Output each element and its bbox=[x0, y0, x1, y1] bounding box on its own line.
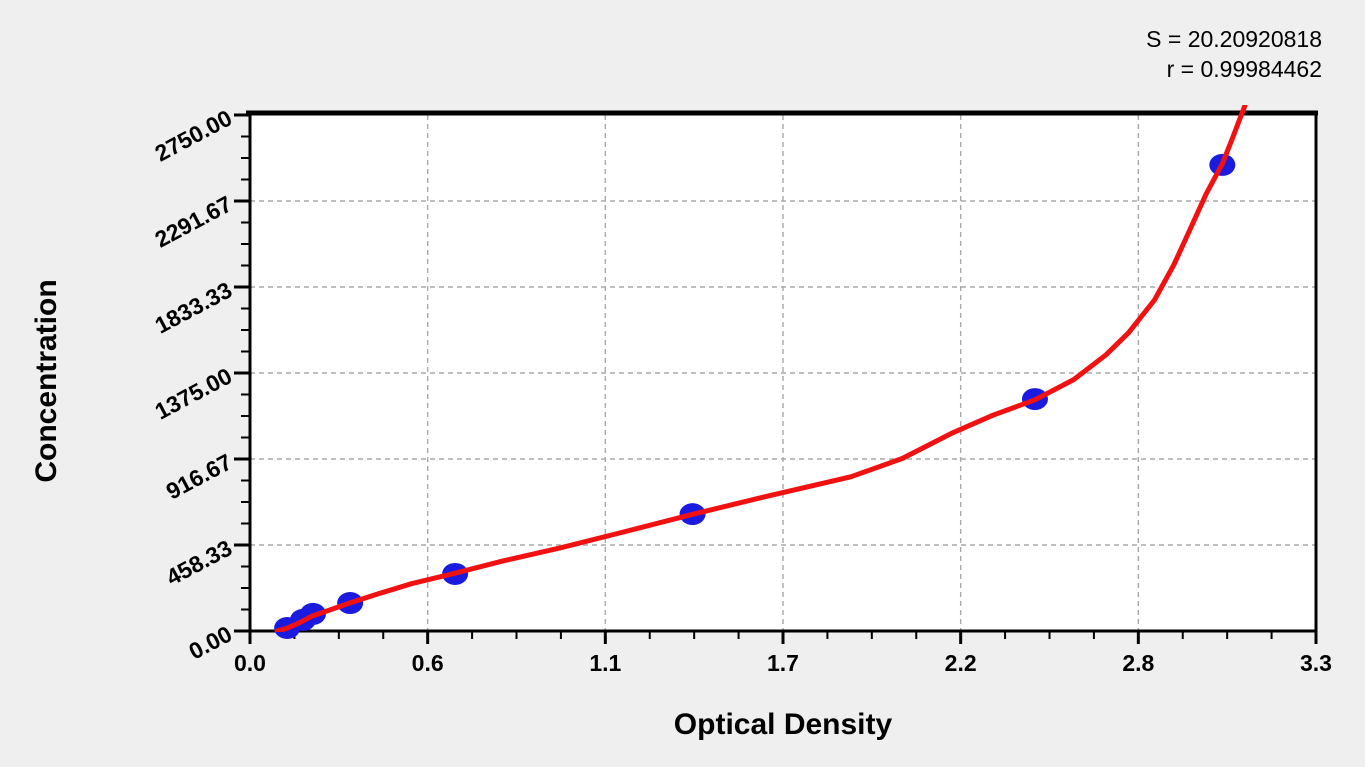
x-tick-label: 1.1 bbox=[589, 650, 622, 676]
x-tick-label: 2.2 bbox=[944, 650, 977, 676]
stat-r-value: r = 0.99984462 bbox=[1166, 56, 1322, 82]
x-tick-label: 3.3 bbox=[1300, 650, 1332, 676]
x-tick-label: 1.7 bbox=[767, 650, 799, 676]
x-axis-title: Optical Density bbox=[673, 708, 893, 741]
x-tick-label: 2.8 bbox=[1122, 650, 1155, 676]
fit-statistics: S = 20.20920818 r = 0.99984462 bbox=[922, 24, 1322, 84]
x-tick-label: 0.0 bbox=[234, 650, 266, 676]
y-axis-title: Concentration bbox=[30, 279, 63, 483]
fit-curve bbox=[274, 105, 1248, 632]
stat-s-value: S = 20.20920818 bbox=[1146, 26, 1322, 52]
x-tick-label: 0.6 bbox=[411, 650, 444, 676]
